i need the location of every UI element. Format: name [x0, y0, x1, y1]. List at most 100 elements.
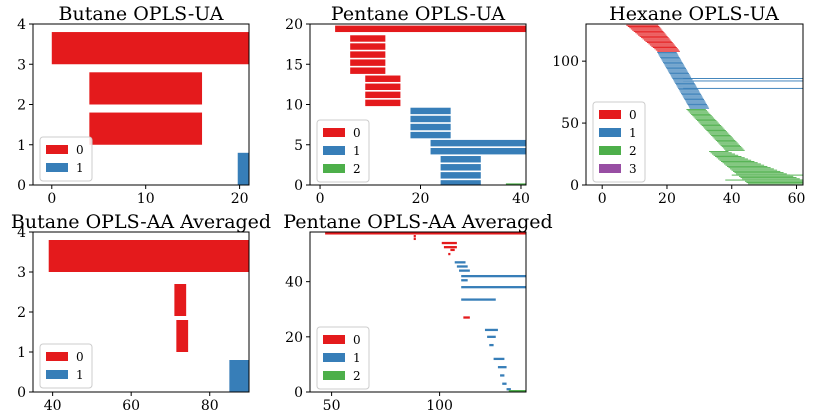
y-tick-label: 5 — [294, 138, 303, 154]
bar-group-0 — [627, 26, 660, 27]
bar-group-2 — [727, 165, 768, 167]
panel-title: Butane OPLS-AA Averaged — [11, 211, 271, 233]
x-tick-label: 10 — [137, 191, 155, 207]
bar-group-2 — [505, 183, 526, 185]
legend-swatch-1 — [323, 146, 345, 155]
y-tick-label: 20 — [285, 17, 303, 33]
bar-group-2 — [709, 133, 730, 135]
bar-group-1 — [659, 55, 679, 57]
bar-group-0 — [89, 72, 203, 105]
bar-group-0 — [644, 39, 671, 41]
legend-swatch-3 — [599, 164, 621, 173]
bar-group-2 — [725, 164, 765, 166]
x-tick-label: 20 — [658, 191, 676, 207]
y-tick-label: 2 — [17, 305, 26, 321]
bar-group-2 — [746, 182, 803, 183]
bar-group-2 — [717, 141, 737, 143]
bar-group-2 — [744, 180, 803, 182]
bar-group-1 — [675, 84, 696, 86]
bar-group-2 — [699, 122, 719, 124]
legend-swatch-2 — [323, 164, 345, 173]
bar-group-0 — [652, 47, 677, 48]
bar-group-1 — [673, 79, 693, 81]
panel-title: Butane OPLS-UA — [59, 3, 224, 25]
bar-group-0 — [450, 248, 455, 252]
bar-group-1 — [440, 172, 481, 179]
bar-long-group-1 — [683, 80, 803, 82]
bar-group-1 — [410, 115, 451, 123]
bar-group-1 — [676, 85, 697, 87]
bar-group-2 — [715, 156, 742, 157]
bar-group-2 — [724, 163, 761, 165]
bar-group-1 — [674, 81, 694, 83]
y-tick-label: 10 — [285, 98, 303, 114]
bar-group-2 — [712, 153, 735, 155]
plot-area — [335, 25, 526, 185]
bar-group-1 — [454, 261, 466, 264]
legend-label-3: 3 — [629, 162, 637, 176]
bar-group-0 — [365, 83, 401, 91]
bar-group-0 — [651, 45, 676, 47]
bar-group-1 — [684, 99, 705, 101]
bar-group-1 — [671, 76, 692, 78]
bar-group-1 — [665, 66, 686, 68]
bar-group-1 — [683, 97, 704, 99]
bar-group-1 — [688, 105, 708, 107]
y-tick-label: 40 — [285, 275, 303, 291]
bar-group-0 — [655, 49, 679, 51]
bar-group-1 — [493, 357, 505, 361]
x-tick-label: 40 — [723, 191, 741, 207]
bar-group-1 — [506, 388, 511, 391]
bar-group-1 — [487, 335, 496, 338]
bar-group-2 — [691, 113, 711, 115]
bar-group-1 — [237, 152, 249, 185]
x-tick-label: 40 — [512, 191, 530, 207]
bar-group-2 — [734, 172, 784, 174]
bar-group-1 — [685, 100, 705, 102]
bar-group-0 — [413, 234, 416, 238]
y-tick-label: 0 — [294, 385, 303, 401]
bar-group-0 — [413, 237, 416, 241]
legend-label-0: 0 — [76, 350, 84, 364]
panel-title: Pentane OPLS-UA — [331, 3, 505, 25]
legend-swatch-1 — [46, 370, 68, 379]
bar-group-2 — [700, 123, 720, 125]
legend-swatch-0 — [46, 145, 68, 154]
bar-group-1 — [657, 53, 678, 55]
plot-area — [624, 24, 803, 185]
bar-group-0 — [657, 50, 680, 52]
legend-label-1: 1 — [76, 368, 84, 382]
legend-swatch-2 — [323, 371, 345, 380]
bar-group-0 — [365, 91, 401, 99]
bar-group-0 — [335, 25, 526, 33]
bar-group-1 — [500, 374, 505, 377]
bar-group-1 — [677, 86, 697, 88]
bar-group-1 — [686, 101, 706, 103]
bar-group-2 — [728, 167, 771, 169]
bar-group-1 — [689, 107, 710, 109]
bar-group-2 — [698, 121, 718, 123]
bar-group-0 — [629, 27, 661, 29]
bar-group-1 — [665, 65, 685, 67]
bar-group-2 — [709, 151, 729, 153]
bar-group-1 — [489, 343, 494, 347]
bar-group-2 — [693, 116, 713, 118]
bar-group-1 — [663, 61, 683, 63]
legend-box — [592, 101, 646, 183]
bar-group-1 — [461, 279, 468, 282]
bar-group-0 — [645, 40, 672, 42]
y-tick-label: 0 — [17, 385, 26, 401]
bar-group-0 — [174, 284, 187, 316]
bar-group-1 — [484, 328, 498, 332]
bar-group-0 — [325, 232, 526, 235]
bar-group-1 — [688, 106, 709, 108]
legend-label-0: 0 — [353, 126, 361, 140]
legend-label-1: 1 — [353, 351, 361, 365]
legend-swatch-0 — [46, 352, 68, 361]
panel-hexane-opls-ua: Hexane OPLS-UA 0 20 40 60 0 50 100 0 1 2 3 — [552, 3, 805, 207]
legend-swatch-0 — [599, 110, 621, 119]
bar-group-1 — [678, 89, 699, 91]
bar-group-2 — [708, 132, 729, 134]
